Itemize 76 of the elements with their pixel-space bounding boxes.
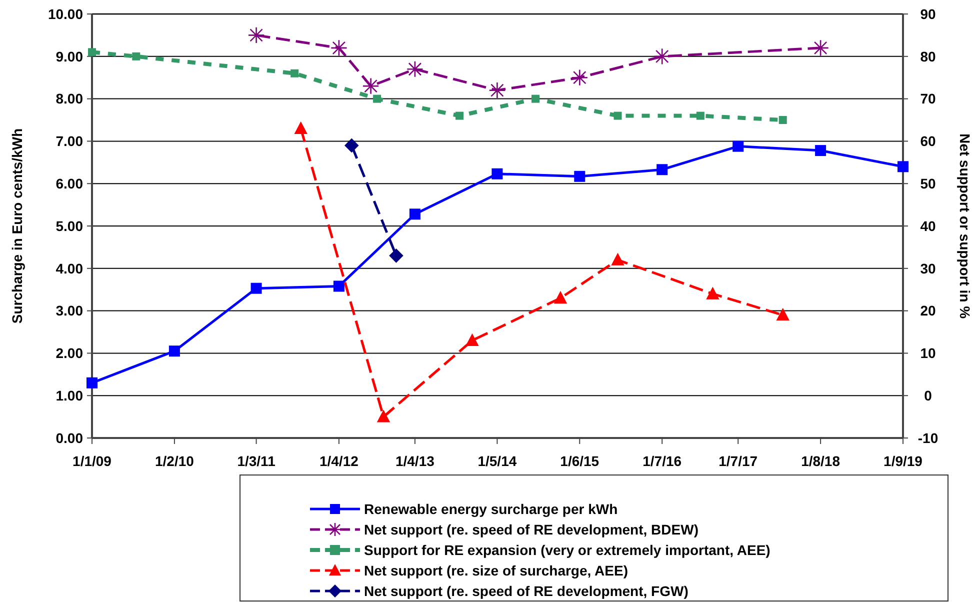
x-tick-label: 1/7/17 <box>718 453 758 469</box>
point <box>330 39 348 56</box>
y-tick-label: 5.00 <box>56 218 84 234</box>
y2-tick-label: 0 <box>924 388 932 404</box>
point <box>376 410 390 422</box>
x-tick-label: 1/8/18 <box>801 453 840 469</box>
point <box>732 140 744 152</box>
point <box>778 116 787 124</box>
point <box>406 60 424 78</box>
y2-tick-label: 10 <box>920 345 936 362</box>
point <box>373 94 382 103</box>
point <box>456 112 464 120</box>
y2-axis-title: Net support or support in % <box>957 133 973 320</box>
legend-label: Net support (re. speed of RE development, BDEW) <box>364 521 698 538</box>
point <box>250 282 262 294</box>
y2-tick-label: 60 <box>920 133 936 150</box>
x-tick-label: 1/7/16 <box>642 453 682 469</box>
y2-tick-label: 80 <box>920 48 936 64</box>
y2-tick-label: 50 <box>920 176 936 192</box>
point <box>492 168 503 180</box>
y-tick-label: 4.00 <box>56 260 84 276</box>
x-tick-label: 1/6/15 <box>560 453 600 469</box>
y-tick-label: 2.00 <box>56 345 84 362</box>
y-tick-label: 0.00 <box>56 430 84 446</box>
y2-tick-label: -10 <box>918 430 938 446</box>
point <box>532 94 540 103</box>
point <box>706 286 720 300</box>
y-tick-label: 1.00 <box>56 388 84 404</box>
y-tick-label: 10.00 <box>48 6 84 22</box>
point <box>696 112 704 120</box>
point <box>389 248 404 263</box>
point <box>466 333 479 346</box>
point <box>656 164 668 176</box>
point <box>488 82 506 99</box>
point <box>333 280 344 292</box>
y-tick-label: 8.00 <box>56 90 84 107</box>
point <box>571 69 588 86</box>
point <box>574 170 586 182</box>
y-tick-label: 9.00 <box>56 48 84 64</box>
y-tick-label: 3.00 <box>56 302 84 319</box>
point <box>776 308 790 321</box>
y2-tick-label: 30 <box>920 260 936 276</box>
x-tick-label: 1/5/14 <box>478 453 517 469</box>
y2-tick-label: 70 <box>920 90 936 107</box>
x-tick-label: 1/4/12 <box>319 453 359 469</box>
x-tick-label: 1/4/13 <box>395 453 435 469</box>
point <box>362 78 380 95</box>
point <box>86 377 98 388</box>
legend-label: Renewable energy surcharge per kWh <box>364 500 618 517</box>
point <box>409 208 420 220</box>
legend-label: Net support (re. speed of RE development, FGW) <box>364 582 688 599</box>
y2-tick-label: 20 <box>920 302 936 319</box>
y2-tick-label: 40 <box>920 218 936 234</box>
y2-tick-label: 90 <box>920 6 936 22</box>
point <box>611 252 624 266</box>
y-axis-title: Surcharge in Euro cents/kWh <box>9 128 25 324</box>
point <box>248 26 265 44</box>
point <box>294 121 308 134</box>
point <box>815 145 826 156</box>
x-tick-label: 1/9/19 <box>884 453 923 469</box>
x-tick-label: 1/2/10 <box>154 453 194 469</box>
point <box>290 69 299 78</box>
legend-label: Support for RE expansion (very or extremely important, AEE) <box>364 542 770 558</box>
point <box>812 39 829 56</box>
point <box>168 346 180 357</box>
point <box>88 48 96 56</box>
x-tick-label: 1/3/11 <box>237 453 276 469</box>
point <box>898 161 908 172</box>
point <box>554 290 568 304</box>
point <box>344 138 359 153</box>
x-tick-label: 1/1/09 <box>72 453 112 469</box>
legend-label: Net support (re. size of surcharge, AEE) <box>364 562 628 578</box>
y-tick-label: 7.00 <box>56 133 84 150</box>
point <box>132 52 140 60</box>
point <box>614 112 622 120</box>
y-tick-label: 6.00 <box>56 176 84 192</box>
